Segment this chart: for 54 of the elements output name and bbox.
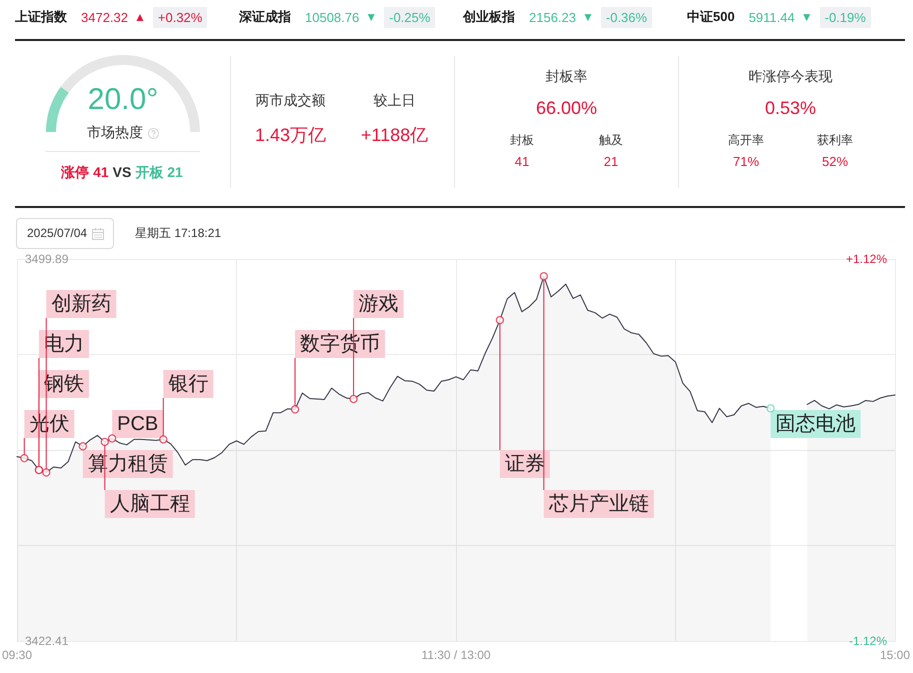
text: 5911.44 xyxy=(748,10,795,24)
y-tick-label: 3499.89 xyxy=(25,252,69,266)
text: 2156.23 xyxy=(529,10,576,24)
text: 1.43万亿 xyxy=(254,124,326,147)
text: 21 xyxy=(604,153,618,171)
text: -0.36% xyxy=(600,6,652,28)
x-tick-label: 11:30 / 13:00 xyxy=(421,648,491,662)
text: VS xyxy=(112,164,132,180)
data-label: 银行 xyxy=(167,373,208,395)
y2-tick-label: +1.12% xyxy=(846,252,888,266)
text: 触及 xyxy=(599,132,623,148)
text: 涨停 41 xyxy=(61,164,109,180)
text: 20.0° xyxy=(88,82,158,118)
text: 0.53% xyxy=(764,97,816,120)
text: 3472.32 xyxy=(81,10,128,24)
text: -0.25% xyxy=(384,6,436,28)
text: 星期五 17:18:21 xyxy=(135,225,222,241)
text: ▲ xyxy=(134,10,146,24)
text: ▼ xyxy=(800,10,813,24)
text: 中证500 xyxy=(687,8,735,26)
data-label: 游戏 xyxy=(358,293,399,315)
text: 开板 21 xyxy=(135,164,183,180)
text: ▼ xyxy=(582,10,594,24)
text: 获利率 xyxy=(817,132,853,148)
x-tick-label: 15:00 xyxy=(880,648,910,662)
text: 两市成交额 xyxy=(256,91,326,109)
text: 封板率 xyxy=(546,67,588,85)
text: 昨涨停今表现 xyxy=(748,67,832,85)
data-label: 芯片产业链 xyxy=(548,493,649,515)
text: 66.00% xyxy=(536,97,598,120)
text: -0.19% xyxy=(820,6,871,28)
text: 高开率 xyxy=(728,132,764,148)
text: 较上日 xyxy=(374,91,416,109)
text: 上证指数 xyxy=(15,8,67,26)
text: 52% xyxy=(822,153,848,171)
text: 41 xyxy=(514,153,530,171)
x-tick-label: 09:30 xyxy=(2,648,32,662)
text: 创业板指 xyxy=(463,8,515,26)
y2-tick-label: -1.12% xyxy=(848,634,888,648)
data-label: 创新药 xyxy=(51,293,112,315)
text: 深证成指 xyxy=(239,8,291,26)
text: 10508.76 xyxy=(305,10,360,24)
data-label: 固态电池 xyxy=(776,413,856,435)
data-label: PCB xyxy=(117,413,158,435)
text: +0.32% xyxy=(152,6,208,28)
y-tick-label: 3422.41 xyxy=(25,634,69,648)
text: +1188亿 xyxy=(360,124,428,147)
date-field: 2025/07/04 xyxy=(16,218,114,249)
data-label: 证券 xyxy=(504,453,545,475)
text: 封板 xyxy=(510,132,534,148)
data-label: 人脑工程 xyxy=(110,493,190,515)
text: 71% xyxy=(732,153,760,171)
text: 市场热度 xyxy=(87,123,144,141)
text: ▼ xyxy=(365,10,378,24)
